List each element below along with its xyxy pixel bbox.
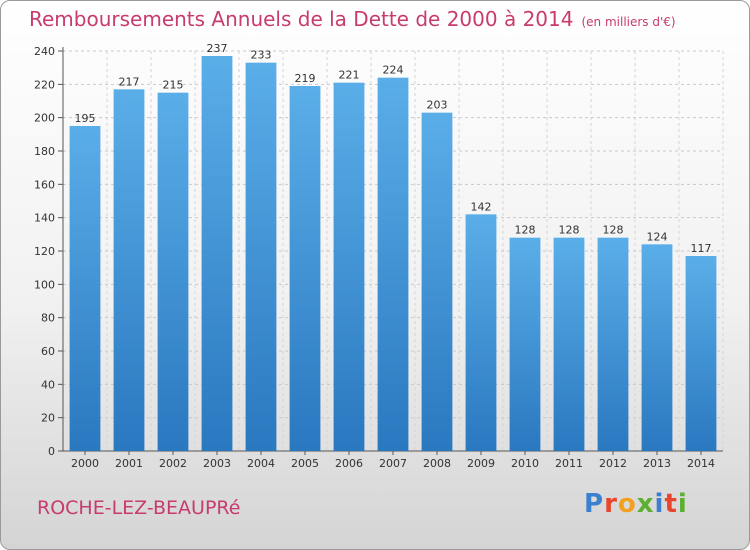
bar [245, 62, 277, 452]
y-tick-label: 140 [34, 212, 55, 225]
logo-letter: t [664, 489, 678, 519]
proxiti-logo: Proxiti [584, 489, 688, 519]
data-label: 128 [515, 224, 536, 237]
bar [685, 256, 717, 451]
y-tick-label: 60 [41, 345, 55, 358]
x-tick-label: 2003 [203, 457, 231, 470]
chart-title-text: Remboursements Annuels de la Dette de 20… [29, 7, 574, 31]
bar [157, 92, 189, 452]
y-tick-label: 240 [34, 45, 55, 58]
x-tick-label: 2008 [423, 457, 451, 470]
x-tick-label: 2009 [467, 457, 495, 470]
logo-letter: i [677, 489, 688, 519]
x-tick-label: 2004 [247, 457, 275, 470]
data-label: 128 [559, 224, 580, 237]
y-tick-label: 180 [34, 145, 55, 158]
bar [641, 244, 673, 451]
axes: 0 20 40 60 80 100 120 140 160 180 200 220 240 2000 200… [34, 45, 723, 470]
data-label: 215 [163, 79, 184, 92]
y-tick-label: 100 [34, 278, 55, 291]
y-tick-label: 20 [41, 412, 55, 425]
data-label: 237 [207, 42, 228, 55]
data-label: 217 [119, 75, 140, 88]
x-tick-label: 2012 [599, 457, 627, 470]
x-tick-label: 2011 [555, 457, 583, 470]
data-label: 124 [647, 230, 668, 243]
logo-letter: r [604, 489, 618, 519]
logo-letter: i [654, 489, 665, 519]
x-tick-label: 2014 [687, 457, 715, 470]
logo-letter: o [617, 489, 637, 519]
x-tick-label: 2007 [379, 457, 407, 470]
x-tick-label: 2005 [291, 457, 319, 470]
data-label: 233 [251, 49, 272, 62]
data-label: 142 [471, 200, 492, 213]
data-label: 221 [339, 69, 360, 82]
bar [377, 77, 409, 452]
chart-title: Remboursements Annuels de la Dette de 20… [29, 7, 676, 31]
data-label: 219 [295, 72, 316, 85]
bar [421, 112, 453, 452]
bar [69, 126, 101, 451]
x-tick-label: 2001 [115, 457, 143, 470]
bar [509, 237, 541, 451]
logo-letter: x [636, 489, 655, 519]
bar [465, 214, 497, 451]
data-labels: 195 217 215 237 233 219 221 224 203 142 128 128 128 1… [75, 42, 712, 255]
x-tick-label: 2013 [643, 457, 671, 470]
bar [289, 86, 321, 451]
logo-letter: P [584, 489, 605, 519]
x-tick-label: 2006 [335, 457, 363, 470]
y-tick-label: 200 [34, 112, 55, 125]
data-label: 203 [427, 99, 448, 112]
y-tick-label: 80 [41, 312, 55, 325]
bar [597, 237, 629, 451]
bar [113, 89, 145, 451]
city-name: ROCHE-LEZ-BEAUPRé [37, 497, 241, 519]
data-label: 117 [691, 242, 712, 255]
data-label: 195 [75, 112, 96, 125]
x-tick-label: 2010 [511, 457, 539, 470]
x-tick-label: 2002 [159, 457, 187, 470]
bars [69, 56, 717, 452]
y-tick-label: 220 [34, 78, 55, 91]
bar [201, 56, 233, 451]
data-label: 128 [603, 224, 624, 237]
data-label: 224 [383, 64, 404, 77]
chart-subtitle: (en milliers d'€) [581, 15, 676, 29]
y-tick-label: 40 [41, 378, 55, 391]
bar [553, 237, 585, 451]
y-tick-label: 160 [34, 178, 55, 191]
y-tick-label: 120 [34, 245, 55, 258]
x-tick-label: 2000 [71, 457, 99, 470]
bar [333, 82, 365, 452]
y-tick-label: 0 [48, 445, 55, 458]
